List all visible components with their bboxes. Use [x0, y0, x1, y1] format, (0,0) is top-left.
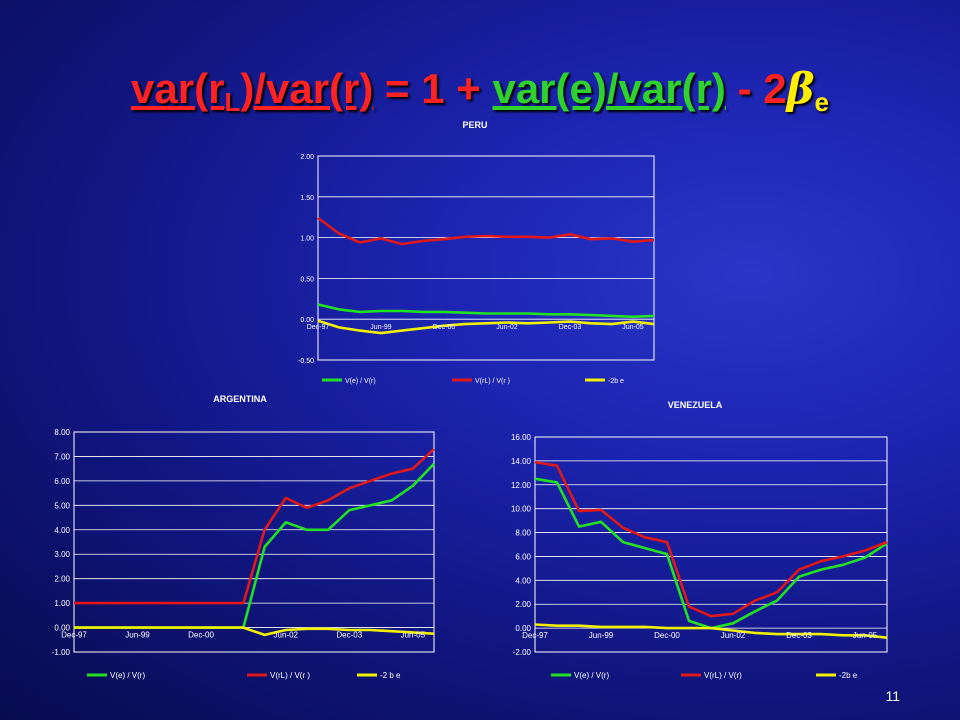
x-tick-label: Dec-97: [307, 324, 330, 331]
y-tick-label: 3.00: [54, 550, 70, 559]
x-tick-label: Jun-05: [853, 631, 878, 640]
legend-label: V(rL) / V(r ): [270, 671, 310, 680]
x-tick-label: Dec-00: [188, 631, 214, 640]
chart-peru: PERU -0.50 0.00 0.50 1.00 1.50 2.00 Dec-97 Jun-9…: [298, 120, 655, 385]
title-minus: - 2: [725, 65, 787, 112]
y-tick-label: 16.00: [511, 433, 532, 442]
x-tick-label: Dec-03: [336, 631, 362, 640]
y-tick-label: 1.00: [54, 599, 70, 608]
x-tick-label: Dec-03: [559, 324, 582, 331]
x-tick-label: Jun-02: [496, 324, 518, 331]
y-tick-label: 1.50: [300, 195, 314, 202]
slide-title: var(rL)/var(r) = 1 + var(e)/var(r) - 2βe: [0, 64, 960, 118]
y-tick-label: 0.50: [300, 276, 314, 283]
y-tick-label: 6.00: [515, 552, 531, 561]
series-line: [74, 626, 435, 637]
plot-area: [534, 436, 888, 653]
y-tick-label: 0.00: [515, 624, 531, 633]
chart-title: PERU: [462, 120, 487, 130]
y-tick-label: 14.00: [511, 457, 532, 466]
x-tick-label: Jun-02: [721, 631, 746, 640]
y-tick-label: 1.00: [300, 236, 314, 243]
plot-area: [317, 155, 655, 361]
x-tick-label: Jun-99: [370, 324, 392, 331]
chart-venezuela: VENEZUELA -2.00 0.00 2.00 4.00 6.00 8.00 10.00 1…: [511, 400, 888, 680]
y-tick-label: 2.00: [54, 575, 70, 584]
y-tick-label: 8.00: [515, 529, 531, 538]
y-tick-label: -0.50: [298, 358, 314, 365]
y-tick-label: 2.00: [300, 154, 314, 161]
series-line: [534, 623, 888, 639]
y-tick-label: 0.00: [54, 624, 70, 633]
x-tick-label: Dec-03: [786, 631, 812, 640]
series-line: [317, 319, 655, 335]
y-tick-label: 7.00: [54, 452, 70, 461]
series-line: [317, 216, 655, 246]
chart-argentina: ARGENTINA -1.00 0.00 1.00 2.00 3.00 4.00 5.00 6.…: [52, 394, 435, 680]
chart-title: VENEZUELA: [668, 400, 723, 410]
title-beta-sub: e: [814, 87, 829, 117]
x-tick-label: Jun-99: [125, 631, 150, 640]
y-tick-label: 2.00: [515, 600, 531, 609]
series-line: [74, 448, 435, 605]
x-tick-label: Dec-00: [654, 631, 680, 640]
legend-label: -2b e: [608, 378, 624, 385]
chart-title: ARGENTINA: [213, 394, 267, 404]
title-beta: β: [786, 64, 815, 113]
legend-label: V(rL) / V(r ): [475, 378, 510, 385]
y-tick-label: -1.00: [52, 648, 71, 657]
y-tick-label: -2.00: [513, 648, 532, 657]
y-tick-label: 10.00: [511, 505, 532, 514]
y-tick-label: 4.00: [515, 576, 531, 585]
title-lhs: var(rL)/var(r): [131, 65, 374, 117]
page-number: 11: [885, 688, 900, 704]
y-tick-label: 8.00: [54, 428, 70, 437]
title-ratio: var(e)/var(r): [492, 65, 726, 112]
x-tick-label: Dec-97: [522, 631, 548, 640]
y-tick-label: 12.00: [511, 481, 532, 490]
x-tick-label: Dec-00: [433, 324, 456, 331]
y-tick-label: 0.00: [300, 317, 314, 324]
legend-label: V(rL) / V(r): [704, 671, 742, 680]
legend-label: V(e) / V(r): [345, 378, 376, 385]
y-tick-label: 6.00: [54, 477, 70, 486]
legend-label: V(e) / V(r): [574, 671, 609, 680]
legend-label: V(e) / V(r): [110, 671, 145, 680]
x-tick-label: Jun-05: [622, 324, 644, 331]
x-tick-label: Jun-99: [589, 631, 614, 640]
series-line: [534, 477, 888, 630]
y-tick-label: 5.00: [54, 501, 70, 510]
series-line: [534, 460, 888, 618]
legend-label: -2 b e: [380, 671, 401, 680]
title-equals: = 1 +: [385, 65, 493, 112]
x-tick-label: Jun-02: [274, 631, 299, 640]
x-tick-label: Dec-97: [61, 631, 87, 640]
legend-label: -2b e: [839, 671, 858, 680]
x-tick-label: Jun-05: [401, 631, 426, 640]
plot-area: [73, 431, 435, 653]
y-tick-label: 4.00: [54, 526, 70, 535]
series-line: [317, 303, 655, 319]
